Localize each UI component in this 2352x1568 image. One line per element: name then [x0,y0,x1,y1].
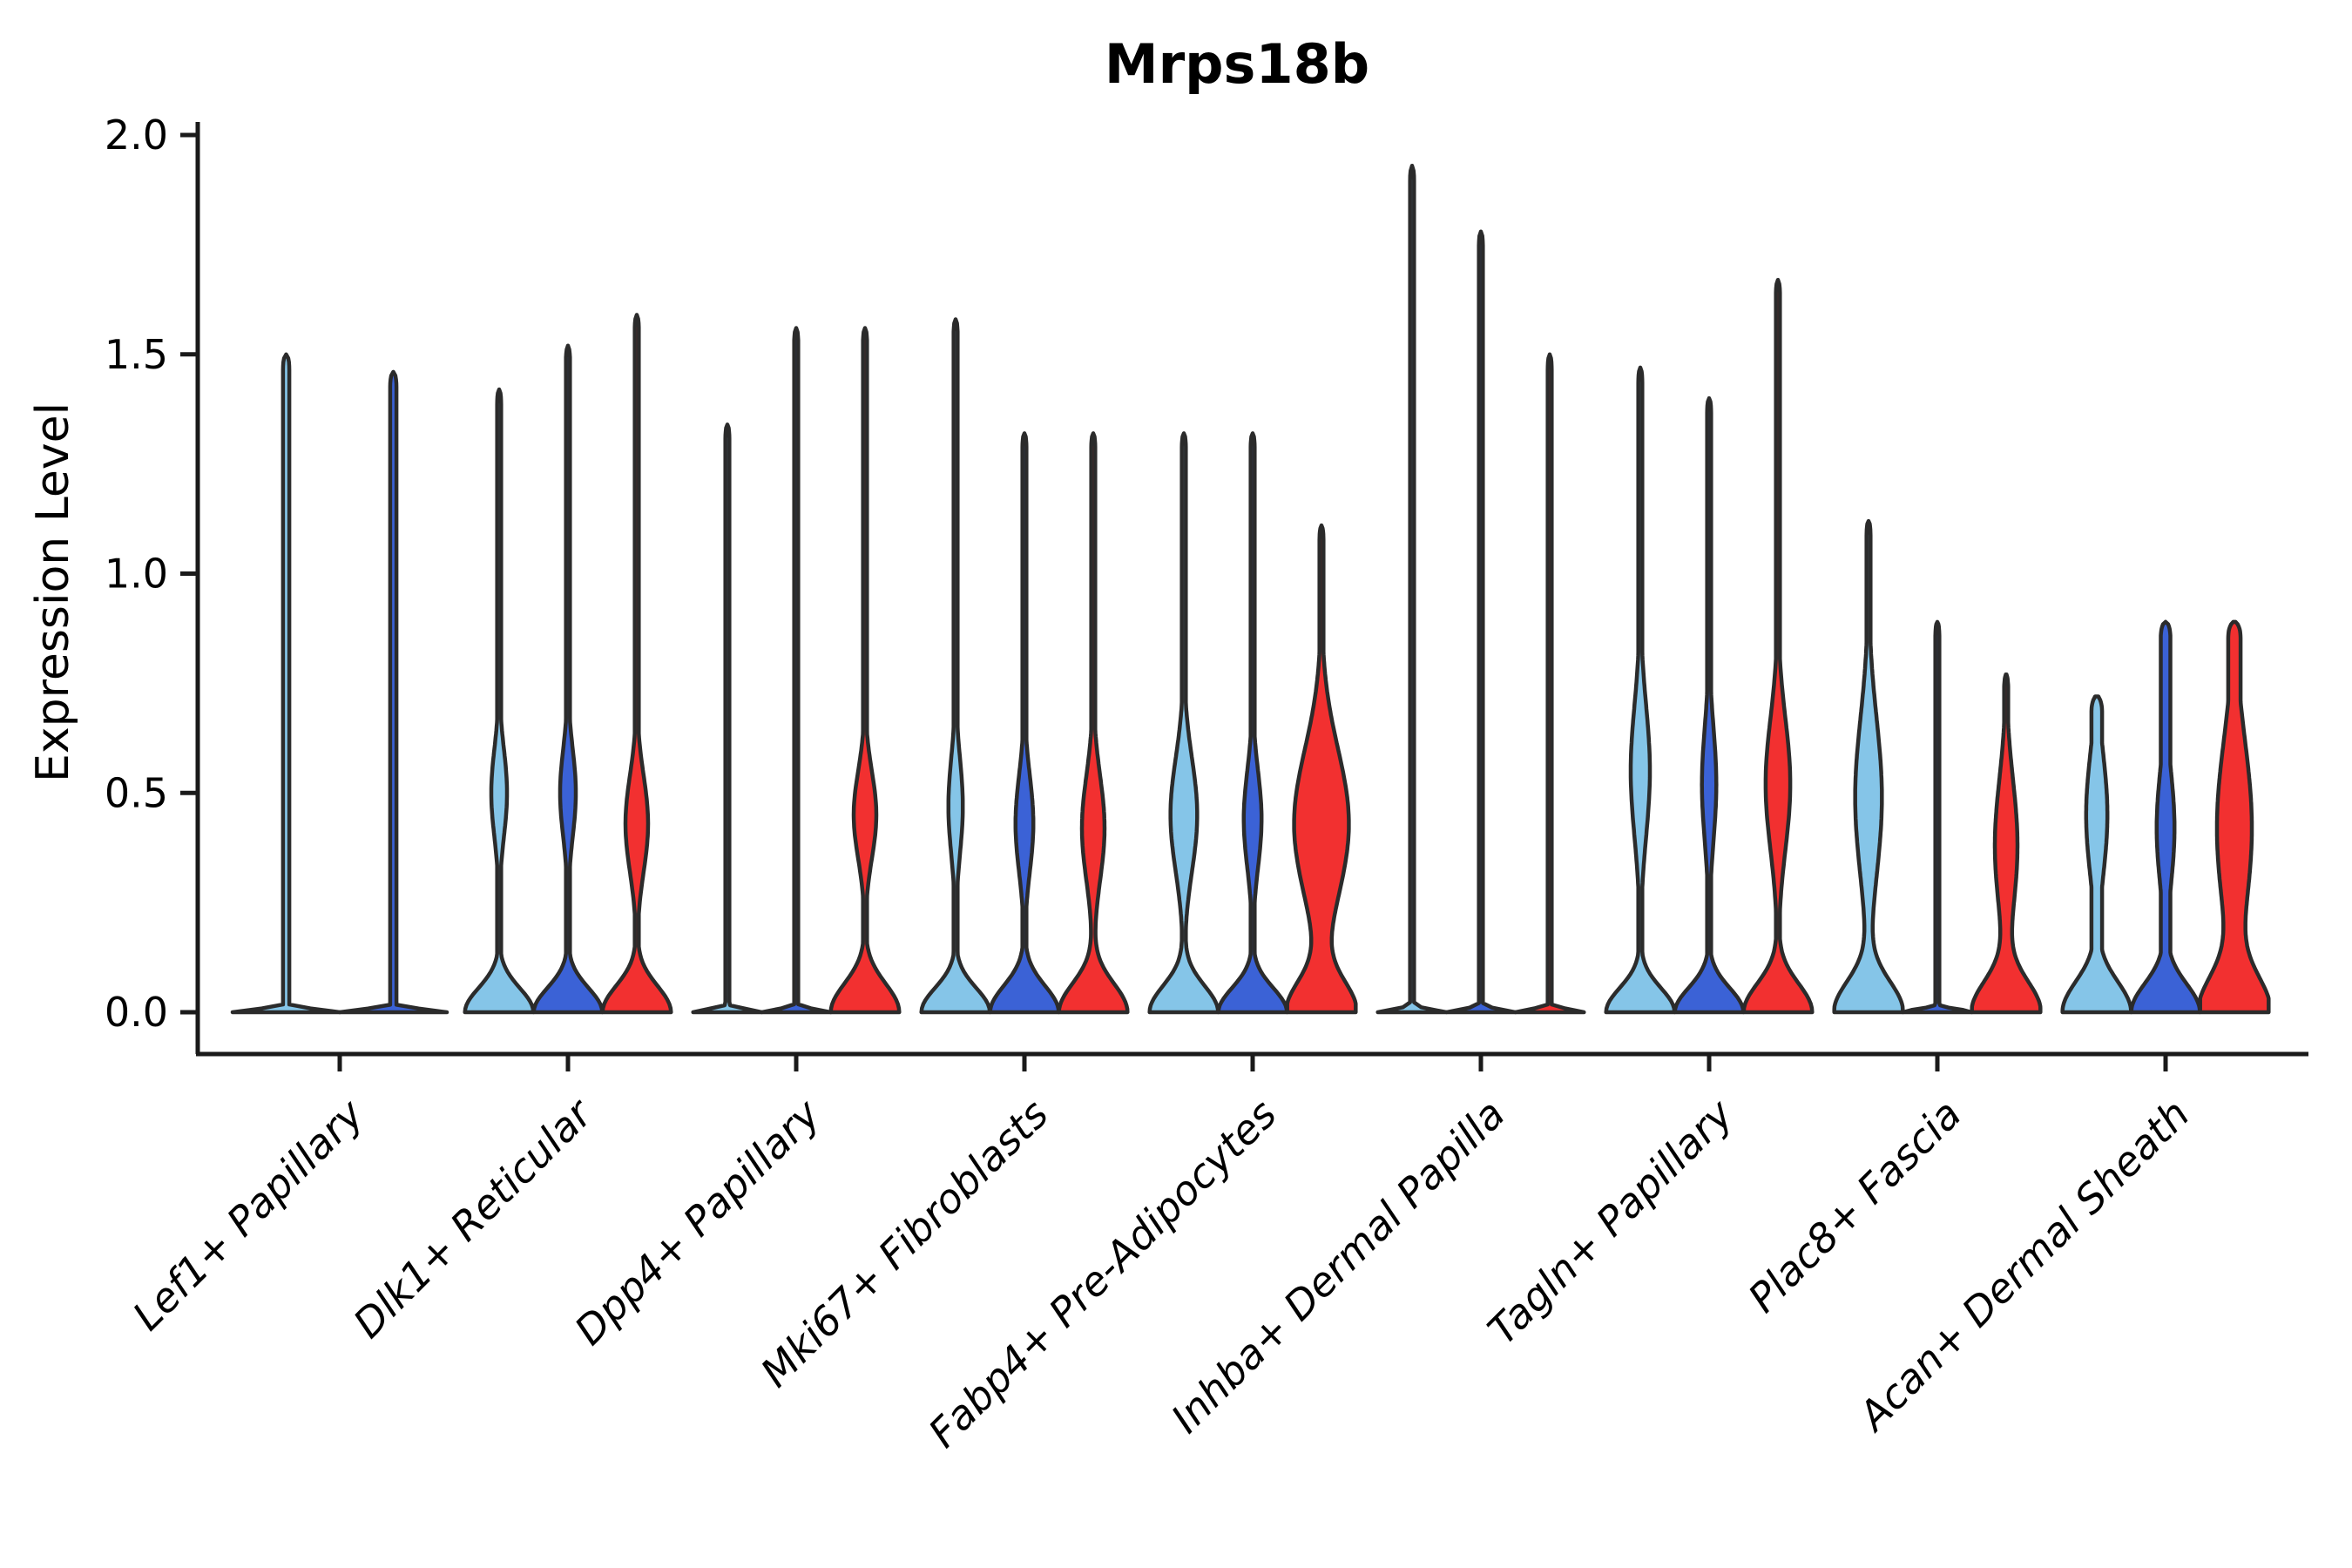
y-tick-label: 1.5 [105,331,168,378]
violin-tagln-papillary-royalblue [1673,395,1746,1015]
violin-acan-dermal-sheath-skyblue [2060,694,2133,1015]
violin-fabp4-pre-adipocytes-skyblue [1147,431,1220,1015]
y-axis-ticks: 0.0 0.5 1.0 1.5 2.0 [105,112,198,1036]
y-tick-label: 1.0 [105,551,168,598]
violin-lef1-papillary-royalblue [337,369,449,1015]
violin-dpp4-papillary-skyblue [691,422,764,1015]
plot-title: Mrps18b [1105,32,1369,96]
y-tick-label: 0.0 [105,989,168,1036]
violin-fabp4-pre-adipocytes-royalblue [1216,431,1289,1015]
violin-dlk1-reticular-red [600,313,673,1015]
violin-plac8-fascia-royalblue [1901,619,1974,1015]
violin-dlk1-reticular-skyblue [463,387,536,1015]
violin-dpp4-papillary-royalblue [760,326,833,1015]
violin-tagln-papillary-skyblue [1604,365,1677,1015]
violin-mki67-fibroblasts-royalblue [988,431,1061,1015]
y-tick-label: 2.0 [105,112,168,159]
violin-mki67-fibroblasts-red [1057,431,1130,1015]
y-tick-label: 0.5 [105,769,168,816]
violin-acan-dermal-sheath-red [2198,619,2271,1015]
violin-inhba-dermal-papilla-skyblue [1375,163,1449,1015]
x-tick-label: Tagln+ Papillary [1478,1090,1742,1354]
violin-acan-dermal-sheath-royalblue [2129,619,2202,1015]
violin-plac8-fascia-red [1970,672,2043,1015]
x-tick-label: Dlk1+ Reticular [344,1088,603,1347]
y-axis-label: Expression Level [27,402,79,782]
violin-dlk1-reticular-royalblue [531,343,605,1015]
violins-layer [230,163,2271,1015]
violin-dpp4-papillary-red [828,326,902,1015]
violin-inhba-dermal-papilla-royalblue [1444,229,1517,1015]
x-tick-label: Plac8+ Fascia [1739,1091,1970,1321]
violin-inhba-dermal-papilla-red [1513,352,1586,1015]
x-tick-label: Lef1+ Papillary [124,1090,373,1339]
violin-mki67-fibroblasts-skyblue [919,317,992,1015]
violin-fabp4-pre-adipocytes-red [1285,523,1358,1015]
violin-plac8-fascia-skyblue [1832,518,1905,1015]
violin-lef1-papillary-skyblue [230,352,342,1015]
x-tick-label: Dpp4+ Papillary [565,1090,829,1354]
violin-tagln-papillary-red [1741,277,1815,1015]
